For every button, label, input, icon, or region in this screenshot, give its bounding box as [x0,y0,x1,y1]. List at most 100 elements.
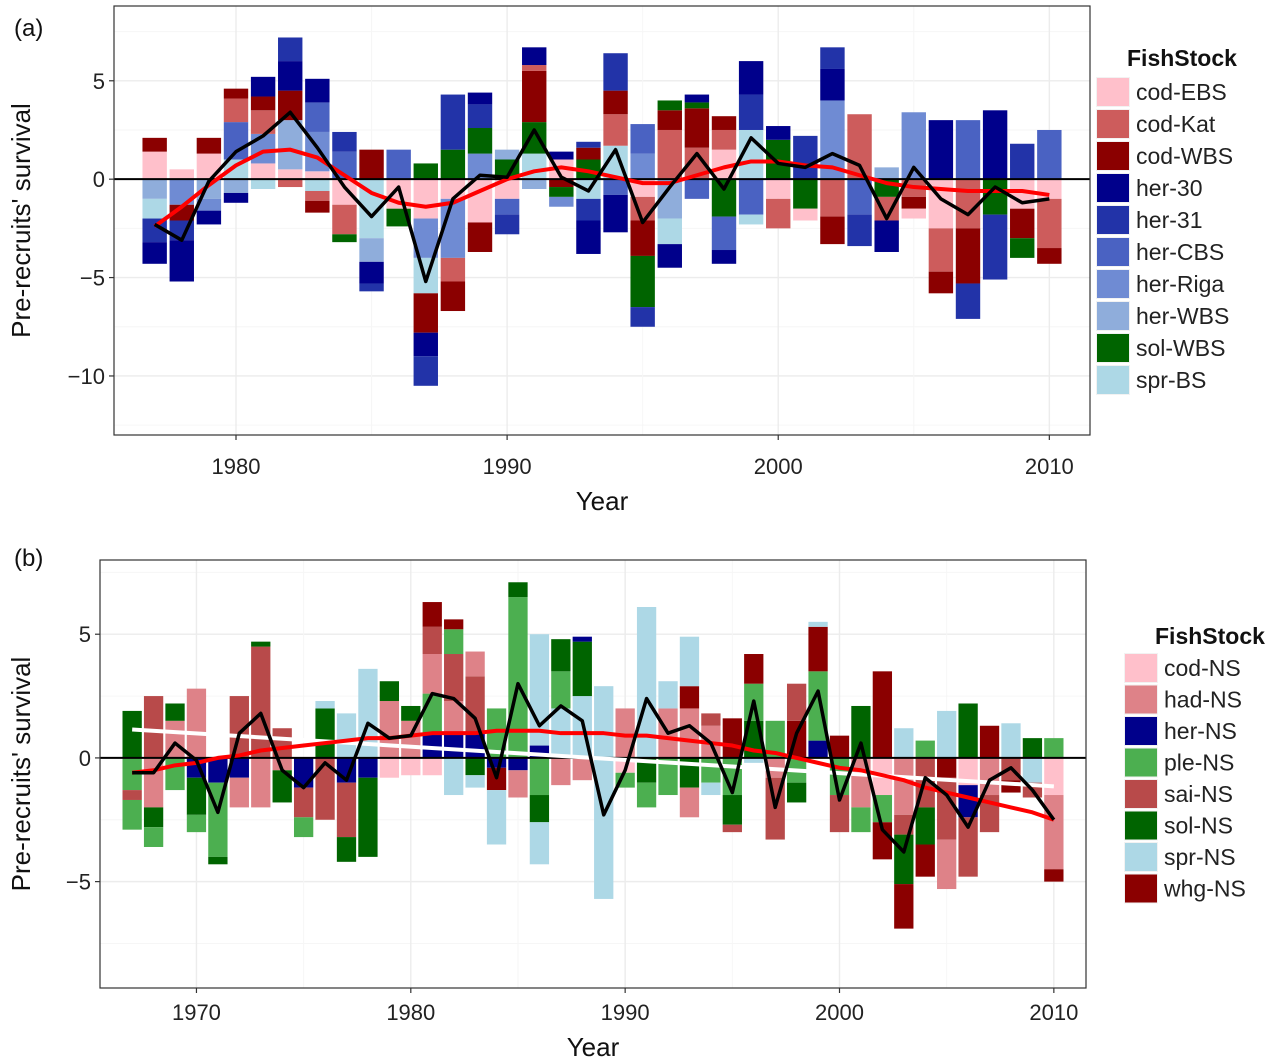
legend-swatch-cod-Kat [1097,110,1129,138]
bar-segment-sol-NS [122,710,142,758]
bar-segment-ple-NS [551,671,571,709]
bar-segment-her-31 [630,307,655,327]
legend-title: FishStock [1127,45,1237,71]
x-axis-title: Year [567,1032,620,1062]
bar-segment-her-30 [820,68,845,101]
bar-segment-spr-NS [529,822,550,865]
bar-segment-her-31 [1010,143,1035,180]
bar-segment-had-NS [229,777,249,808]
bar-segment-sol-WBS [793,179,818,209]
bar-segment-cod-EBS [169,169,194,180]
bar-segment-her-31 [440,94,466,150]
bar-segment-her-30 [576,220,601,254]
bar-segment-her-CBS [386,149,411,180]
bar-segment-sol-NS [379,681,400,702]
bar-segment-cod-EBS [413,179,438,219]
bar-segment-sol-WBS [467,128,493,154]
bar-segment-her-30 [169,240,194,282]
bar-segment-her-CBS [684,179,710,199]
bar-segment-whg-NS [422,602,442,627]
bar-segment-cod-WBS [820,216,845,245]
legend-label: cod-WBS [1136,143,1233,169]
legend-label: her-WBS [1136,303,1229,329]
x-tick-label: 2010 [1029,1000,1078,1025]
legend-label: whg-NS [1163,876,1246,902]
bar-segment-cod-WBS [576,147,601,160]
bar-segment-her-CBS [955,120,981,180]
bar-segment-sol-WBS [522,122,547,154]
bar-segment-her-30 [657,244,682,268]
bar-segment-her-CBS [1037,129,1062,180]
bar-segment-whg-NS [937,757,957,778]
bar-segment-whg-NS [744,654,764,684]
legend-swatch-spr-NS [1125,843,1157,871]
bar-segment-cod-WBS [223,88,249,99]
panel-label: (b) [14,545,43,572]
y-axis-title: Pre-recruits' survival [6,103,36,338]
bar-segment-her-31 [576,141,601,148]
bar-segment-spr-NS [894,728,914,758]
bar-segment-cod-WBS [657,110,682,130]
bar-segment-her-WBS [278,120,303,170]
bar-segment-had-NS [551,757,571,786]
bar-segment-sol-WBS [711,179,737,217]
y-tick-label: 5 [93,69,105,94]
bar-segment-cod-EBS [332,179,357,205]
bar-segment-her-30 [549,151,574,160]
bar-segment-her-30 [305,78,330,103]
legend-swatch-sol-WBS [1097,334,1129,362]
x-tick-label: 1980 [212,454,261,479]
bar-segment-sol-NS [508,582,528,598]
bar-segment-sol-NS [272,770,292,803]
bar-segment-sol-NS [551,639,571,672]
bar-segment-had-NS [937,839,957,890]
legend-label: ple-NS [1164,750,1234,776]
bar-segment-ple-NS [851,807,871,833]
bar-segment-ple-NS [486,708,507,758]
bar-segment-her-NS [958,785,978,818]
bar-segment-cod-WBS [955,228,981,284]
bar-segment-sai-NS [293,787,314,818]
bar-segment-sol-NS [572,641,592,697]
bar-segment-sai-NS [937,777,957,840]
legend-title: FishStock [1155,623,1265,649]
x-axis-title: Year [576,486,629,516]
legend-swatch-cod-WBS [1097,142,1129,170]
bar-segment-cod-EBS [278,169,303,180]
legend-swatch-her-CBS [1097,238,1129,266]
bar-segment-spr-NS [679,636,700,687]
panel-b: 5 0 −5 1970 1980 1990 2000 2010 Year Pre-recruits… [6,545,1265,1062]
bar-segment-sai-NS [122,790,142,800]
bar-segment-spr-NS [937,710,957,758]
bar-segment-cod-EBS [305,171,330,180]
bar-segment-sol-NS [251,641,271,647]
bar-segment-sol-NS [336,837,357,862]
bar-segment-her-31 [332,131,357,152]
bar-segment-whg-NS [872,671,893,758]
bar-segment-cod-NS [958,757,978,786]
bar-segment-spr-NS [701,782,721,796]
bar-segment-spr-BS [305,179,330,191]
bar-segment-her-CBS [603,179,628,195]
bar-segment-her-CBS [711,216,737,251]
bar-segment-her-WBS [494,149,520,160]
bar-segment-spr-NS [1001,723,1021,758]
bar-segment-her-31 [576,198,601,221]
legend-label: spr-BS [1136,367,1206,393]
x-tick-label: 1980 [386,1000,435,1025]
smooth-trend-line [153,147,1050,229]
bar-segment-cod-EBS [766,179,791,199]
bar-segment-her-NS [486,757,507,768]
bar-segment-sol-WBS [440,149,466,180]
bar-segment-her-WBS [359,238,384,262]
bar-segment-cod-Kat [847,114,872,180]
bar-segment-sol-NS [186,777,207,815]
bar-segment-had-NS [379,701,400,758]
bar-segment-cod-WBS [278,90,303,121]
bar-segment-her-31 [847,214,872,247]
linear-trend-line [132,727,1054,789]
bar-segment-her-30 [223,192,249,203]
bar-segment-cod-NS [401,757,421,776]
bar-segment-sol-NS [315,708,335,758]
legend-swatch-whg-NS [1125,874,1157,903]
